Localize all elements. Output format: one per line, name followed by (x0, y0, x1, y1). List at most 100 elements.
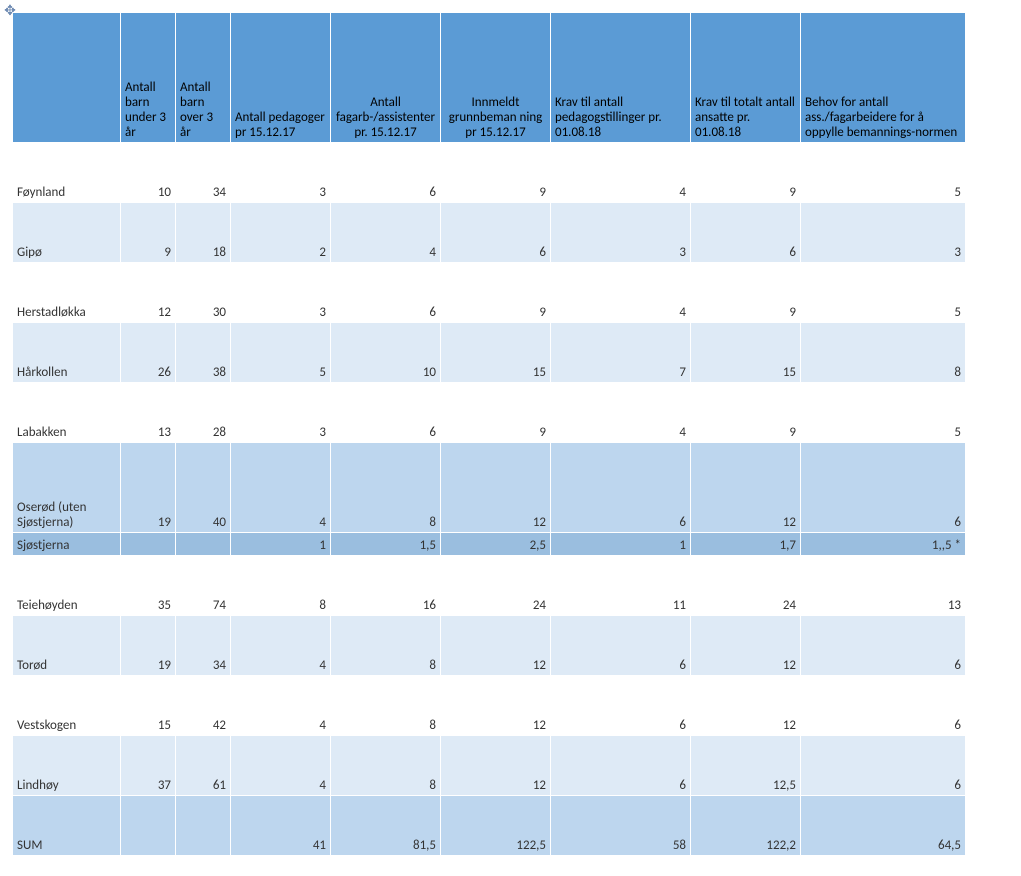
cell-fagarb: 1,5 (331, 533, 441, 556)
cell-krav_ped: 4 (551, 263, 691, 323)
cell-fagarb: 6 (331, 263, 441, 323)
cell-ped: 2 (231, 203, 331, 263)
cell-ped: 3 (231, 143, 331, 203)
cell-behov: 3 (801, 203, 966, 263)
cell-over3: 61 (176, 736, 231, 796)
cell-ped: 5 (231, 323, 331, 383)
cell-behov: 6 (801, 443, 966, 533)
cell-grunnbem: 2,5 (441, 533, 551, 556)
table-row: Vestskogen154248126126 (13, 676, 966, 736)
cell-under3: 10 (121, 143, 176, 203)
table-row: Oserød (uten Sjøstjerna)194048126126 (13, 443, 966, 533)
col-header-fagarb: Antall fagarb-/assistenter pr. 15.12.17 (331, 13, 441, 143)
cell-under3: 26 (121, 323, 176, 383)
cell-under3: 37 (121, 736, 176, 796)
cell-under3 (121, 796, 176, 856)
cell-ped: 8 (231, 556, 331, 616)
cell-krav_ped: 1 (551, 533, 691, 556)
cell-grunnbem: 15 (441, 323, 551, 383)
cell-name: SUM (13, 796, 121, 856)
cell-fagarb: 4 (331, 203, 441, 263)
col-header-over3: Antall barn over 3 år (176, 13, 231, 143)
cell-over3: 34 (176, 616, 231, 676)
table-header-row: Antall barn under 3 år Antall barn over … (13, 13, 966, 143)
cell-name: Sjøstjerna (13, 533, 121, 556)
cell-ped: 4 (231, 736, 331, 796)
cell-name: Herstadløkka (13, 263, 121, 323)
cell-under3: 35 (121, 556, 176, 616)
cell-under3 (121, 533, 176, 556)
cell-grunnbem: 12 (441, 676, 551, 736)
table-row: Lindhøy37614812612,56 (13, 736, 966, 796)
cell-krav_tot: 12 (691, 616, 801, 676)
cell-fagarb: 6 (331, 383, 441, 443)
cell-behov: 5 (801, 143, 966, 203)
cell-behov: 5 (801, 263, 966, 323)
cell-name: Føynland (13, 143, 121, 203)
cell-over3 (176, 533, 231, 556)
cell-fagarb: 8 (331, 443, 441, 533)
cell-over3: 74 (176, 556, 231, 616)
cell-fagarb: 8 (331, 736, 441, 796)
cell-name: Gipø (13, 203, 121, 263)
cell-under3: 13 (121, 383, 176, 443)
cell-grunnbem: 6 (441, 203, 551, 263)
cell-krav_tot: 122,2 (691, 796, 801, 856)
cell-ped: 4 (231, 443, 331, 533)
data-table: Antall barn under 3 år Antall barn over … (12, 12, 966, 856)
cell-krav_ped: 6 (551, 736, 691, 796)
cell-krav_tot: 1,7 (691, 533, 801, 556)
cell-krav_tot: 12 (691, 443, 801, 533)
col-header-krav-tot: Krav til totalt antall ansatte pr. 01.08… (691, 13, 801, 143)
cell-krav_ped: 6 (551, 443, 691, 533)
cell-krav_ped: 4 (551, 143, 691, 203)
cell-name: Torød (13, 616, 121, 676)
cell-behov: 5 (801, 383, 966, 443)
col-header-under3: Antall barn under 3 år (121, 13, 176, 143)
cell-krav_tot: 9 (691, 143, 801, 203)
table-header: Antall barn under 3 år Antall barn over … (13, 13, 966, 143)
col-header-grunnbem: Innmeldt grunnbeman ning pr 15.12.17 (441, 13, 551, 143)
cell-under3: 15 (121, 676, 176, 736)
cell-ped: 1 (231, 533, 331, 556)
cell-krav_tot: 9 (691, 263, 801, 323)
cell-name: Teiehøyden (13, 556, 121, 616)
table-move-handle-icon[interactable]: ✥ (2, 2, 18, 18)
cell-krav_tot: 15 (691, 323, 801, 383)
table-row: Teiehøyden357481624112413 (13, 556, 966, 616)
cell-under3: 9 (121, 203, 176, 263)
col-header-behov: Behov for antall ass./fagarbeidere for å… (801, 13, 966, 143)
cell-behov: 6 (801, 616, 966, 676)
cell-fagarb: 81,5 (331, 796, 441, 856)
cell-behov: 6 (801, 736, 966, 796)
cell-name: Oserød (uten Sjøstjerna) (13, 443, 121, 533)
table-row: Gipø918246363 (13, 203, 966, 263)
cell-under3: 12 (121, 263, 176, 323)
cell-over3: 38 (176, 323, 231, 383)
cell-krav_ped: 11 (551, 556, 691, 616)
cell-ped: 41 (231, 796, 331, 856)
cell-name: Vestskogen (13, 676, 121, 736)
cell-grunnbem: 122,5 (441, 796, 551, 856)
col-header-ped: Antall pedagoger pr 15.12.17 (231, 13, 331, 143)
cell-fagarb: 10 (331, 323, 441, 383)
cell-over3: 42 (176, 676, 231, 736)
cell-grunnbem: 9 (441, 263, 551, 323)
cell-behov: 6 (801, 676, 966, 736)
table-row: Herstadløkka1230369495 (13, 263, 966, 323)
cell-over3: 28 (176, 383, 231, 443)
cell-krav_tot: 12 (691, 676, 801, 736)
cell-behov: 64,5 (801, 796, 966, 856)
col-header-name (13, 13, 121, 143)
cell-fagarb: 16 (331, 556, 441, 616)
cell-over3: 18 (176, 203, 231, 263)
cell-ped: 3 (231, 263, 331, 323)
cell-under3: 19 (121, 616, 176, 676)
table-row: Sjøstjerna11,52,511,71,,5 * (13, 533, 966, 556)
cell-krav_ped: 3 (551, 203, 691, 263)
cell-grunnbem: 12 (441, 736, 551, 796)
cell-krav_tot: 24 (691, 556, 801, 616)
cell-krav_ped: 58 (551, 796, 691, 856)
cell-ped: 4 (231, 676, 331, 736)
cell-grunnbem: 24 (441, 556, 551, 616)
